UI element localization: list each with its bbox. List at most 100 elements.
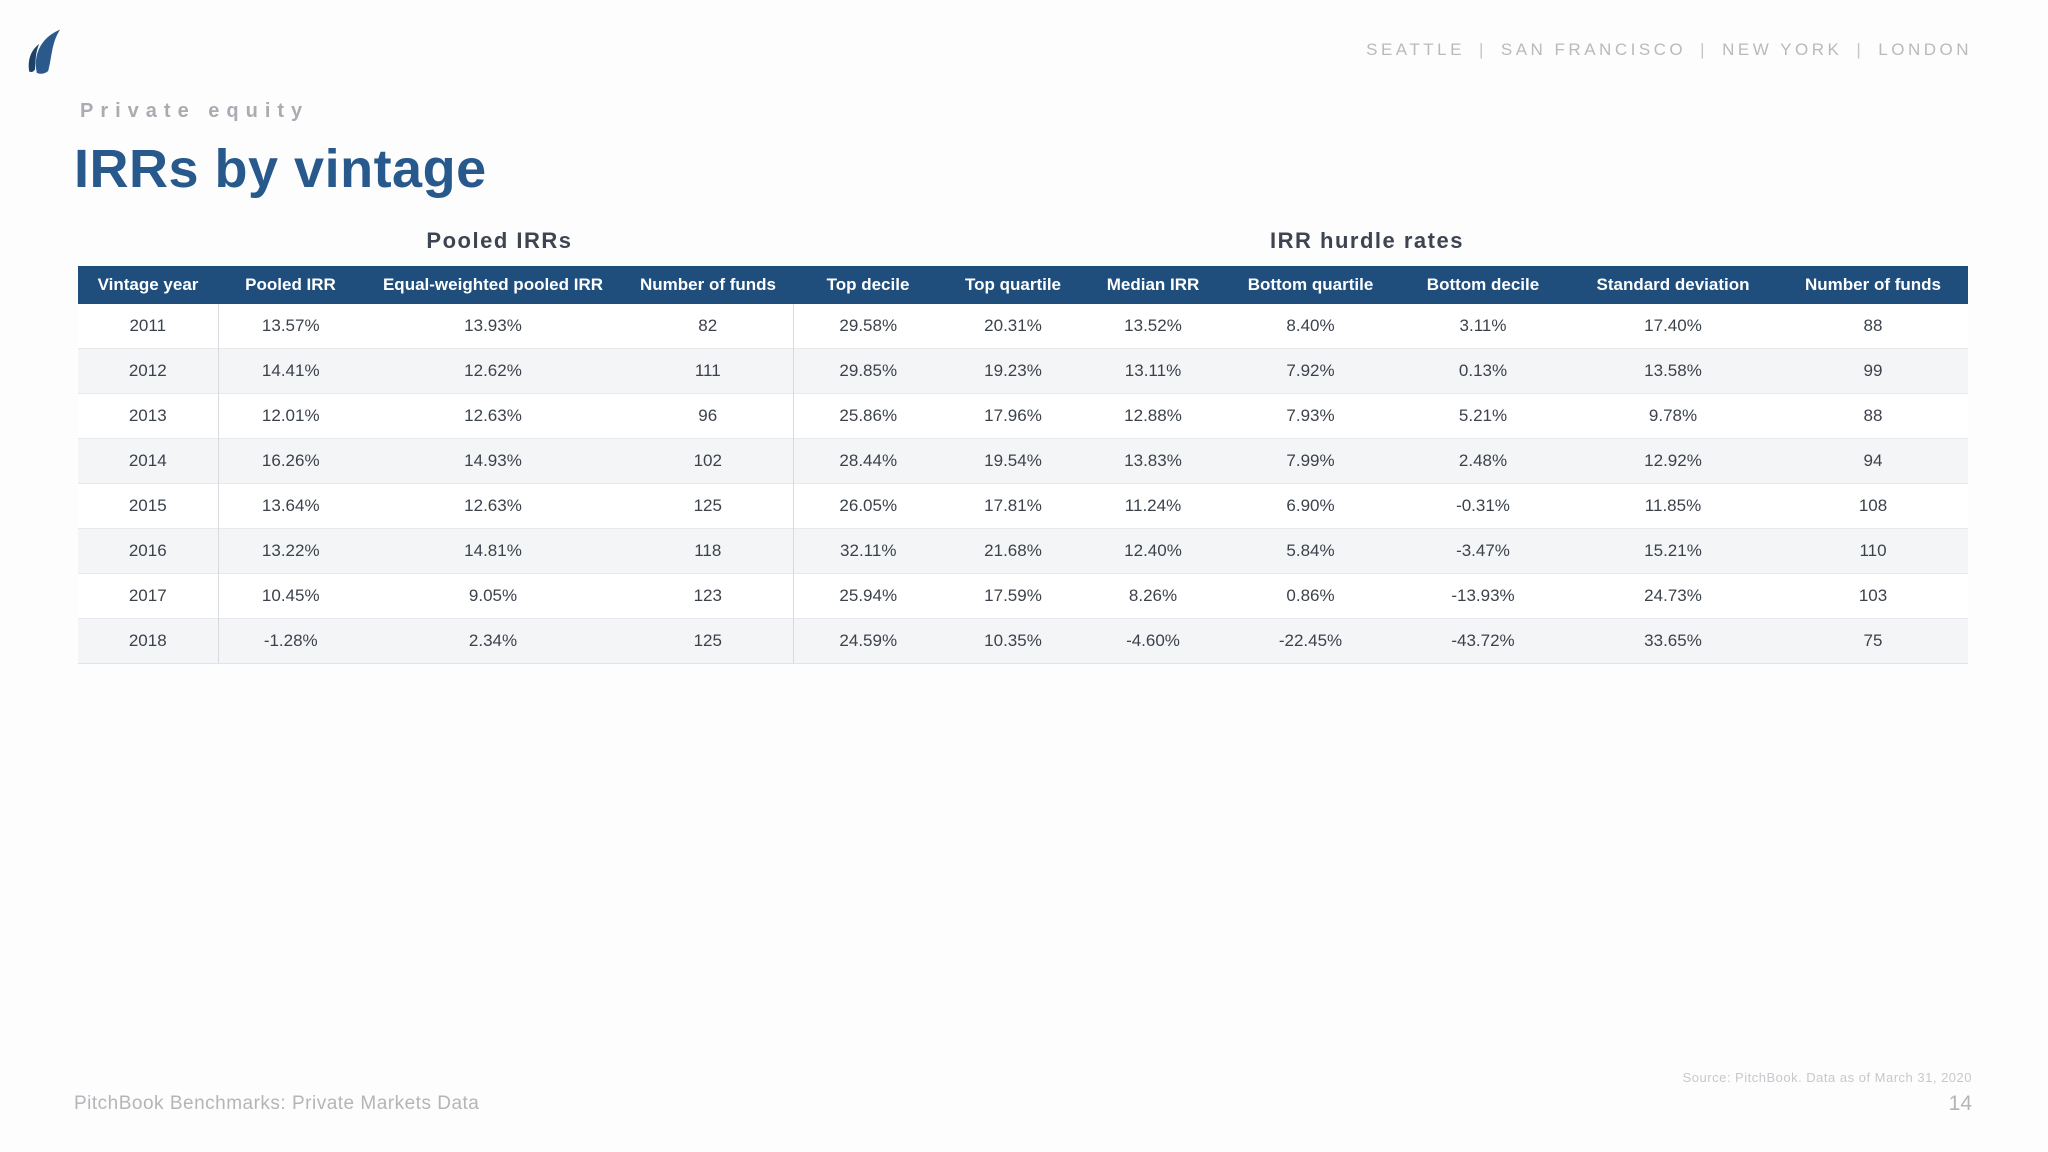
value-cell: -4.60%	[1083, 618, 1223, 664]
value-cell: 17.96%	[943, 393, 1083, 439]
col-header-bottom-quartile: Bottom quartile	[1223, 266, 1398, 304]
value-cell: 32.11%	[793, 528, 943, 574]
value-cell: 110	[1778, 528, 1968, 574]
value-cell: 12.40%	[1083, 528, 1223, 574]
location-san-francisco: SAN FRANCISCO	[1500, 40, 1687, 59]
value-cell: 17.59%	[943, 573, 1083, 619]
value-cell: 75	[1778, 618, 1968, 664]
value-cell: -13.93%	[1398, 573, 1568, 619]
value-cell: 13.11%	[1083, 348, 1223, 394]
value-cell: 19.23%	[943, 348, 1083, 394]
value-cell: 94	[1778, 438, 1968, 484]
value-cell: 118	[623, 528, 794, 574]
value-cell: 11.85%	[1568, 483, 1778, 529]
value-cell: 3.11%	[1398, 304, 1568, 349]
location-new-york: NEW YORK	[1722, 40, 1843, 59]
table-row-2011: 2011 13.57% 13.93% 82 29.58% 20.31% 13.52% 8.40…	[78, 304, 1968, 349]
value-cell: 7.93%	[1223, 393, 1398, 439]
value-cell: 9.05%	[363, 573, 623, 619]
table-row-2012: 2012 14.41% 12.62% 111 29.85% 19.23% 13.11% 7.9…	[78, 348, 1968, 394]
value-cell: 5.84%	[1223, 528, 1398, 574]
value-cell: 12.62%	[363, 348, 623, 394]
value-cell: 10.45%	[218, 573, 363, 619]
col-header-bottom-decile: Bottom decile	[1398, 266, 1568, 304]
value-cell: 8.40%	[1223, 304, 1398, 349]
value-cell: 13.64%	[218, 483, 363, 529]
table-body: 2011 13.57% 13.93% 82 29.58% 20.31% 13.52% 8.40…	[78, 304, 1968, 664]
value-cell: 96	[623, 393, 794, 439]
value-cell: 9.78%	[1568, 393, 1778, 439]
table-row-2015: 2015 13.64% 12.63% 125 26.05% 17.81% 11.24% 6.9…	[78, 483, 1968, 529]
vintage-year-cell: 2014	[78, 438, 219, 484]
col-header-standard-deviation: Standard deviation	[1568, 266, 1778, 304]
value-cell: 12.01%	[218, 393, 363, 439]
value-cell: 19.54%	[943, 438, 1083, 484]
value-cell: 13.57%	[218, 304, 363, 349]
table-header-row: Vintage year Pooled IRR Equal-weighted p…	[78, 266, 1968, 304]
col-header-vintage-year: Vintage year	[78, 266, 218, 304]
value-cell: 24.59%	[793, 618, 943, 664]
value-cell: 7.99%	[1223, 438, 1398, 484]
vintage-year-cell: 2018	[78, 618, 219, 664]
group-header-irr-hurdle-rates: IRR hurdle rates	[1270, 228, 1464, 253]
value-cell: 8.26%	[1083, 573, 1223, 619]
value-cell: 10.35%	[943, 618, 1083, 664]
section-eyebrow: Private equity	[80, 100, 310, 122]
value-cell: 13.58%	[1568, 348, 1778, 394]
value-cell: 28.44%	[793, 438, 943, 484]
value-cell: -3.47%	[1398, 528, 1568, 574]
value-cell: 12.88%	[1083, 393, 1223, 439]
page-title: IRRs by vintage	[74, 139, 487, 199]
report-title-footer: PitchBook Benchmarks: Private Markets Da…	[74, 1093, 480, 1114]
value-cell: 99	[1778, 348, 1968, 394]
value-cell: 2.48%	[1398, 438, 1568, 484]
group-header-pooled-irrs: Pooled IRRs	[426, 228, 573, 253]
value-cell: 2.34%	[363, 618, 623, 664]
value-cell: 17.40%	[1568, 304, 1778, 349]
location-london: LONDON	[1878, 40, 1972, 59]
value-cell: -43.72%	[1398, 618, 1568, 664]
value-cell: 21.68%	[943, 528, 1083, 574]
value-cell: 13.22%	[218, 528, 363, 574]
value-cell: 13.52%	[1083, 304, 1223, 349]
col-header-equal-weighted-pooled-irr: Equal-weighted pooled IRR	[363, 266, 623, 304]
page-number: 14	[1948, 1092, 1972, 1115]
value-cell: 102	[623, 438, 794, 484]
location-separator: |	[1700, 40, 1709, 59]
value-cell: 12.63%	[363, 393, 623, 439]
table-row-2016: 2016 13.22% 14.81% 118 32.11% 21.68% 12.40% 5.8…	[78, 528, 1968, 574]
value-cell: 111	[623, 348, 794, 394]
col-header-number-of-funds-hurdle: Number of funds	[1778, 266, 1968, 304]
vintage-year-cell: 2017	[78, 573, 219, 619]
value-cell: 0.86%	[1223, 573, 1398, 619]
location-separator: |	[1856, 40, 1865, 59]
pitchbook-logo-icon	[24, 28, 62, 76]
location-separator: |	[1478, 40, 1487, 59]
irr-table-container: Pooled IRRs IRR hurdle rates Vintage yea…	[78, 222, 1968, 664]
value-cell: -22.45%	[1223, 618, 1398, 664]
value-cell: 88	[1778, 304, 1968, 349]
value-cell: 13.93%	[363, 304, 623, 349]
value-cell: 25.86%	[793, 393, 943, 439]
value-cell: 20.31%	[943, 304, 1083, 349]
col-header-top-decile: Top decile	[793, 266, 943, 304]
value-cell: 26.05%	[793, 483, 943, 529]
source-note: Source: PitchBook. Data as of March 31, …	[1682, 1070, 1972, 1085]
col-header-number-of-funds: Number of funds	[623, 266, 793, 304]
irr-by-vintage-table: Vintage year Pooled IRR Equal-weighted p…	[78, 266, 1968, 664]
value-cell: 88	[1778, 393, 1968, 439]
col-header-pooled-irr: Pooled IRR	[218, 266, 363, 304]
value-cell: 123	[623, 573, 794, 619]
value-cell: 108	[1778, 483, 1968, 529]
table-group-headers: Pooled IRRs IRR hurdle rates	[78, 222, 1968, 266]
value-cell: 29.58%	[793, 304, 943, 349]
col-header-median-irr: Median IRR	[1083, 266, 1223, 304]
value-cell: 24.73%	[1568, 573, 1778, 619]
col-header-top-quartile: Top quartile	[943, 266, 1083, 304]
value-cell: 14.81%	[363, 528, 623, 574]
value-cell: 103	[1778, 573, 1968, 619]
value-cell: 14.41%	[218, 348, 363, 394]
table-row-2017: 2017 10.45% 9.05% 123 25.94% 17.59% 8.26% 0.86%…	[78, 573, 1968, 619]
table-row-2018: 2018 -1.28% 2.34% 125 24.59% 10.35% -4.60% -22.…	[78, 618, 1968, 664]
value-cell: 125	[623, 618, 794, 664]
